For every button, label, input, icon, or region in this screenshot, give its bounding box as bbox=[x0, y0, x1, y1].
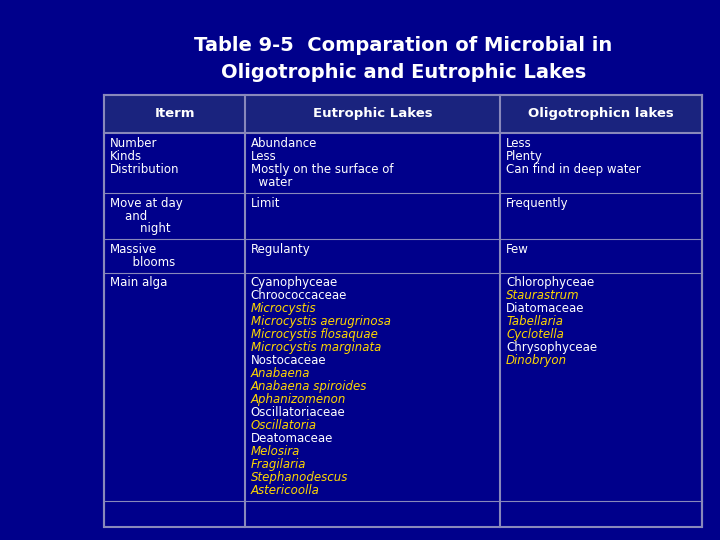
Text: Plenty: Plenty bbox=[506, 150, 543, 163]
Text: night: night bbox=[110, 222, 171, 235]
Text: Can find in deep water: Can find in deep water bbox=[506, 163, 641, 176]
Text: Fragilaria: Fragilaria bbox=[251, 458, 306, 471]
Text: Table 9-5  Comparation of Microbial in: Table 9-5 Comparation of Microbial in bbox=[194, 36, 612, 56]
Bar bbox=[104, 94, 702, 526]
Text: Distribution: Distribution bbox=[110, 163, 180, 176]
Text: Number: Number bbox=[110, 137, 158, 150]
Text: Oligotrophicn lakes: Oligotrophicn lakes bbox=[528, 107, 674, 120]
Text: and: and bbox=[110, 210, 148, 222]
Text: Nostocaceae: Nostocaceae bbox=[251, 354, 326, 367]
Text: Staurastrum: Staurastrum bbox=[506, 289, 580, 302]
Text: Diatomaceae: Diatomaceae bbox=[506, 302, 585, 315]
Text: Chlorophyceae: Chlorophyceae bbox=[506, 276, 595, 289]
Text: Chroococcaceae: Chroococcaceae bbox=[251, 289, 347, 302]
Text: Eutrophic Lakes: Eutrophic Lakes bbox=[312, 107, 433, 120]
Text: Cyclotella: Cyclotella bbox=[506, 328, 564, 341]
Text: Less: Less bbox=[506, 137, 532, 150]
Text: water: water bbox=[251, 176, 292, 189]
Text: Microcystis aerugrinosa: Microcystis aerugrinosa bbox=[251, 315, 390, 328]
Text: Dinobryon: Dinobryon bbox=[506, 354, 567, 367]
Text: Melosira: Melosira bbox=[251, 445, 300, 458]
Text: Regulanty: Regulanty bbox=[251, 243, 310, 256]
Text: Iterm: Iterm bbox=[154, 107, 195, 120]
Text: Oligotrophic and Eutrophic Lakes: Oligotrophic and Eutrophic Lakes bbox=[220, 63, 586, 83]
Bar bbox=[104, 94, 702, 133]
Text: Mostly on the surface of: Mostly on the surface of bbox=[251, 163, 393, 176]
Text: Chrysophyceae: Chrysophyceae bbox=[506, 341, 598, 354]
Text: Tabellaria: Tabellaria bbox=[506, 315, 563, 328]
Text: Kinds: Kinds bbox=[110, 150, 143, 163]
Text: Microcystis marginata: Microcystis marginata bbox=[251, 341, 381, 354]
Text: Aphanizomenon: Aphanizomenon bbox=[251, 393, 346, 406]
Text: Less: Less bbox=[251, 150, 276, 163]
Text: Microcystis: Microcystis bbox=[251, 302, 316, 315]
Text: Deatomaceae: Deatomaceae bbox=[251, 432, 333, 445]
Text: Microcystis flosaquae: Microcystis flosaquae bbox=[251, 328, 377, 341]
Text: Move at day: Move at day bbox=[110, 197, 183, 210]
Text: Abundance: Abundance bbox=[251, 137, 317, 150]
Text: Astericoolla: Astericoolla bbox=[251, 484, 320, 497]
Text: Massive: Massive bbox=[110, 243, 158, 256]
Text: Anabaena: Anabaena bbox=[251, 367, 310, 380]
Text: Limit: Limit bbox=[251, 197, 280, 210]
Text: Oscillatoria: Oscillatoria bbox=[251, 419, 317, 432]
Text: Few: Few bbox=[506, 243, 529, 256]
Text: Frequently: Frequently bbox=[506, 197, 569, 210]
Text: Stephanodescus: Stephanodescus bbox=[251, 471, 348, 484]
Text: Cyanophyceae: Cyanophyceae bbox=[251, 276, 338, 289]
Text: Anabaena spiroides: Anabaena spiroides bbox=[251, 380, 367, 393]
Text: blooms: blooms bbox=[110, 256, 176, 269]
Text: Oscillatoriaceae: Oscillatoriaceae bbox=[251, 406, 346, 419]
Text: Main alga: Main alga bbox=[110, 276, 168, 289]
